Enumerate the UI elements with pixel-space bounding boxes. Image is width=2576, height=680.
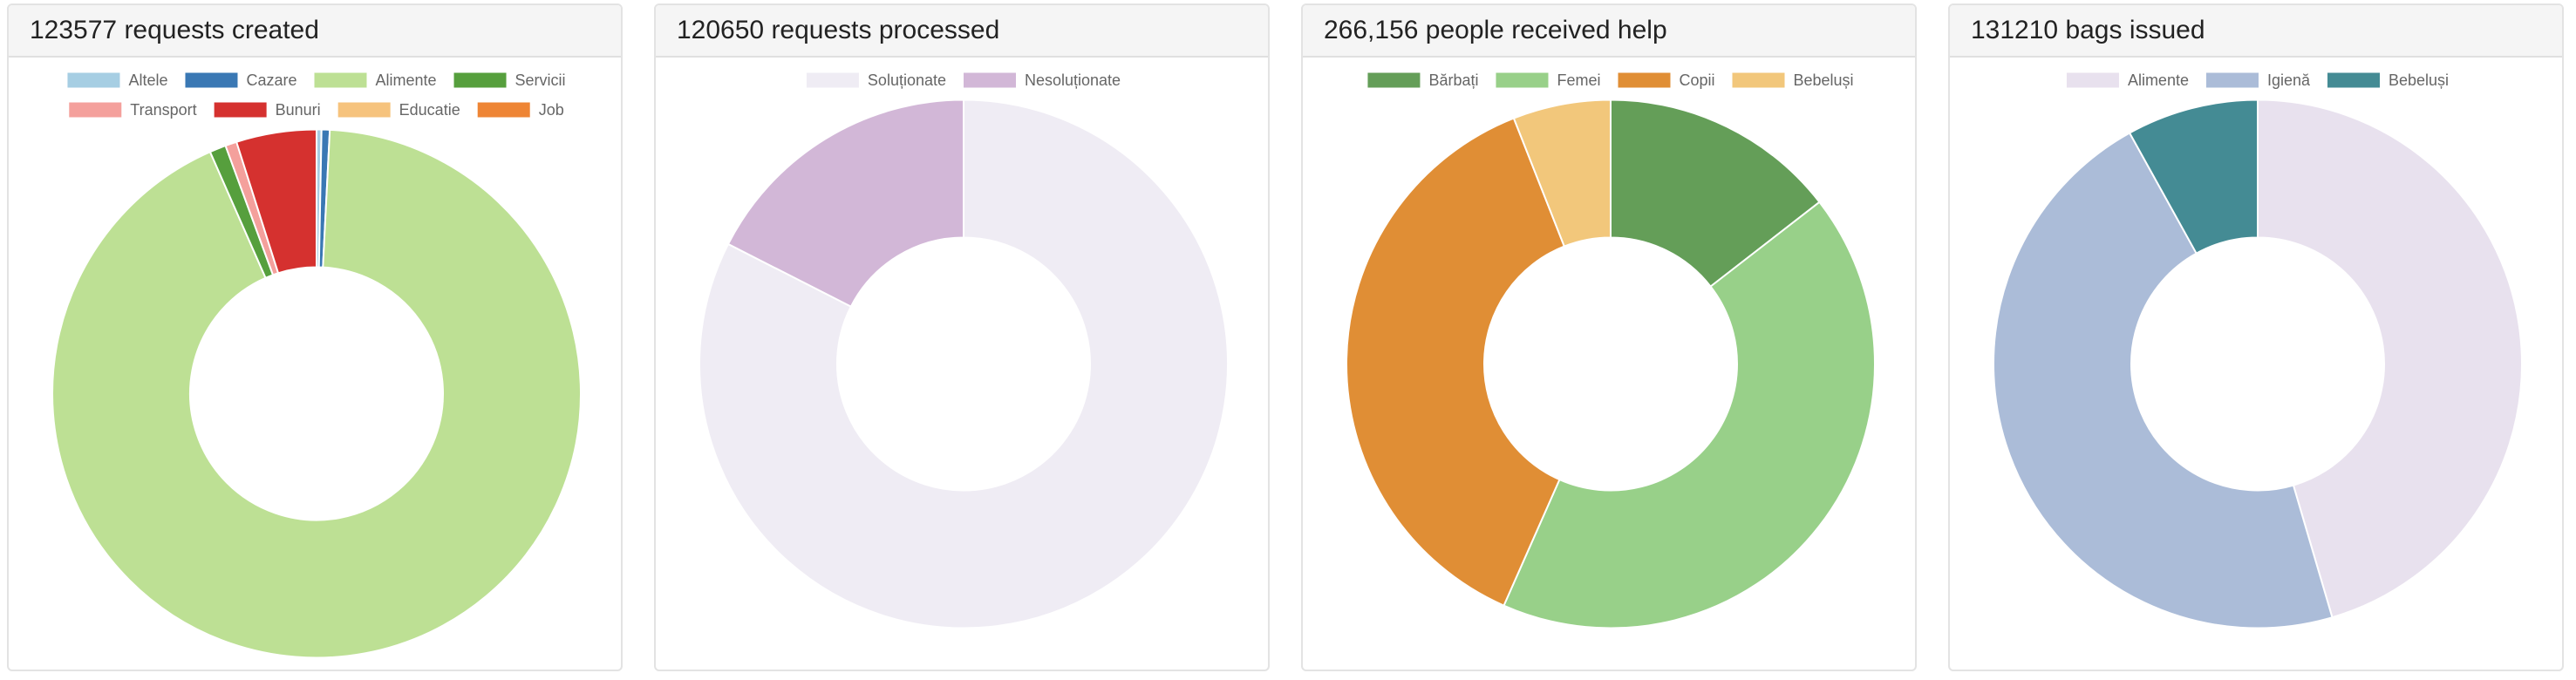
legend-swatch-femei xyxy=(1496,72,1549,88)
legend-label-bebelusi: Bebeluși xyxy=(1794,71,1854,89)
legend-item-bebelusi[interactable]: Bebeluși xyxy=(1732,71,1854,89)
card-title: 131210 bags issued xyxy=(1971,16,2205,44)
bags-issued-card: 131210 bags issued Alimente Igienă Bebeluș… xyxy=(1948,3,2564,671)
legend-label-transport: Transport xyxy=(130,101,196,119)
card-title: 123577 requests created xyxy=(30,16,319,44)
legend-label-job: Job xyxy=(539,101,564,119)
legend-swatch-transport xyxy=(69,102,122,118)
legend-item-transport[interactable]: Transport xyxy=(69,101,197,119)
legend-swatch-igiena xyxy=(2205,72,2259,88)
legend-item-solutionate[interactable]: Soluționate xyxy=(806,71,946,89)
legend-item-nesolutionate[interactable]: Nesoluționate xyxy=(963,71,1121,89)
legend-item-femei[interactable]: Femei xyxy=(1496,71,1600,89)
slice-femei[interactable] xyxy=(1503,201,1876,629)
legend-item-bunuri[interactable]: Bunuri xyxy=(214,101,321,119)
chart-legend: Altele Cazare Alimente Servicii Transport Bun… xyxy=(67,71,566,119)
legend-swatch-educatie xyxy=(337,102,391,118)
legend-item-job[interactable]: Job xyxy=(477,101,564,119)
card-header: 123577 requests created xyxy=(9,5,621,58)
legend-swatch-altele xyxy=(67,72,120,88)
legend-label-copii: Copii xyxy=(1679,71,1714,89)
legend-swatch-bebelusi xyxy=(1732,72,1785,88)
legend-item-educatie[interactable]: Educatie xyxy=(337,101,460,119)
chart-legend: Alimente Igienă Bebeluși xyxy=(2066,71,2449,89)
doughnut-slices xyxy=(1993,99,2523,629)
legend-item-servicii[interactable]: Servicii xyxy=(453,71,566,89)
slice-igiena[interactable] xyxy=(1993,132,2334,629)
legend-swatch-alimente xyxy=(314,72,367,88)
legend-swatch-cazare xyxy=(185,72,238,88)
card-header: 131210 bags issued xyxy=(1950,5,2562,58)
legend-swatch-solutionate xyxy=(806,72,859,88)
legend-label-alimente: Alimente xyxy=(376,71,437,89)
doughnut-slices xyxy=(51,128,582,659)
requests-created-card: 123577 requests created Altele Cazare Alim… xyxy=(7,3,623,671)
slice-alimente[interactable] xyxy=(51,128,582,659)
slice-barbati[interactable] xyxy=(1610,99,1821,288)
chart-legend: Bărbați Femei Copii Bebeluși xyxy=(1367,71,1854,89)
legend-item-cazare[interactable]: Cazare xyxy=(185,71,297,89)
legend-label-bunuri: Bunuri xyxy=(276,101,321,119)
slice-bebelusi[interactable] xyxy=(1512,99,1612,248)
legend-label-solutionate: Soluționate xyxy=(868,71,946,89)
slice-bebelusi[interactable] xyxy=(2129,99,2259,255)
legend-item-bebelusi[interactable]: Bebeluși xyxy=(2327,71,2449,89)
legend-swatch-servicii xyxy=(453,72,507,88)
legend-item-igiena[interactable]: Igienă xyxy=(2205,71,2311,89)
card-title: 266,156 people received help xyxy=(1324,16,1667,44)
legend-swatch-nesolutionate xyxy=(963,72,1016,88)
people-helped-card: 266,156 people received help Bărbați Feme… xyxy=(1301,3,1917,671)
legend-label-alimente: Alimente xyxy=(2128,71,2189,89)
legend-label-altele: Altele xyxy=(128,71,167,89)
slice-alimente[interactable] xyxy=(2257,99,2523,619)
bags-issued-chart: Alimente Igienă Bebeluși xyxy=(1993,71,2523,629)
slice-copii[interactable] xyxy=(1346,117,1565,607)
legend-swatch-bebelusi xyxy=(2327,72,2381,88)
legend-swatch-bunuri xyxy=(214,102,267,118)
people-helped-chart: Bărbați Femei Copii Bebeluși xyxy=(1346,71,1876,629)
slice-solutionate[interactable] xyxy=(699,99,1229,629)
legend-label-igiena: Igienă xyxy=(2267,71,2311,89)
card-header: 120650 requests processed xyxy=(656,5,1268,58)
requests-processed-card: 120650 requests processed Soluționate Nes… xyxy=(654,3,1270,671)
doughnut-slices xyxy=(699,99,1229,629)
legend-item-altele[interactable]: Altele xyxy=(67,71,167,89)
legend-item-copii[interactable]: Copii xyxy=(1618,71,1715,89)
chart-legend: Soluționate Nesoluționate xyxy=(806,71,1121,89)
slice-nesolutionate[interactable] xyxy=(727,99,964,308)
legend-swatch-job xyxy=(477,102,530,118)
doughnut-slices xyxy=(1346,99,1876,629)
legend-label-servicii: Servicii xyxy=(515,71,566,89)
card-header: 266,156 people received help xyxy=(1303,5,1915,58)
requests-created-chart: Altele Cazare Alimente Servicii Transport Bun… xyxy=(51,71,582,659)
legend-item-alimente[interactable]: Alimente xyxy=(2066,71,2189,89)
legend-swatch-barbati xyxy=(1367,72,1421,88)
legend-label-cazare: Cazare xyxy=(246,71,296,89)
legend-item-alimente[interactable]: Alimente xyxy=(314,71,437,89)
legend-item-barbati[interactable]: Bărbați xyxy=(1367,71,1478,89)
legend-swatch-alimente xyxy=(2066,72,2119,88)
legend-label-femei: Femei xyxy=(1557,71,1600,89)
card-title: 120650 requests processed xyxy=(677,16,1000,44)
legend-label-barbati: Bărbați xyxy=(1428,71,1478,89)
requests-processed-chart: Soluționate Nesoluționate xyxy=(699,71,1229,629)
legend-label-educatie: Educatie xyxy=(399,101,460,119)
slice-bunuri[interactable] xyxy=(235,128,317,275)
legend-label-bebelusi: Bebeluși xyxy=(2389,71,2449,89)
legend-label-nesolutionate: Nesoluționate xyxy=(1025,71,1121,89)
legend-swatch-copii xyxy=(1618,72,1671,88)
